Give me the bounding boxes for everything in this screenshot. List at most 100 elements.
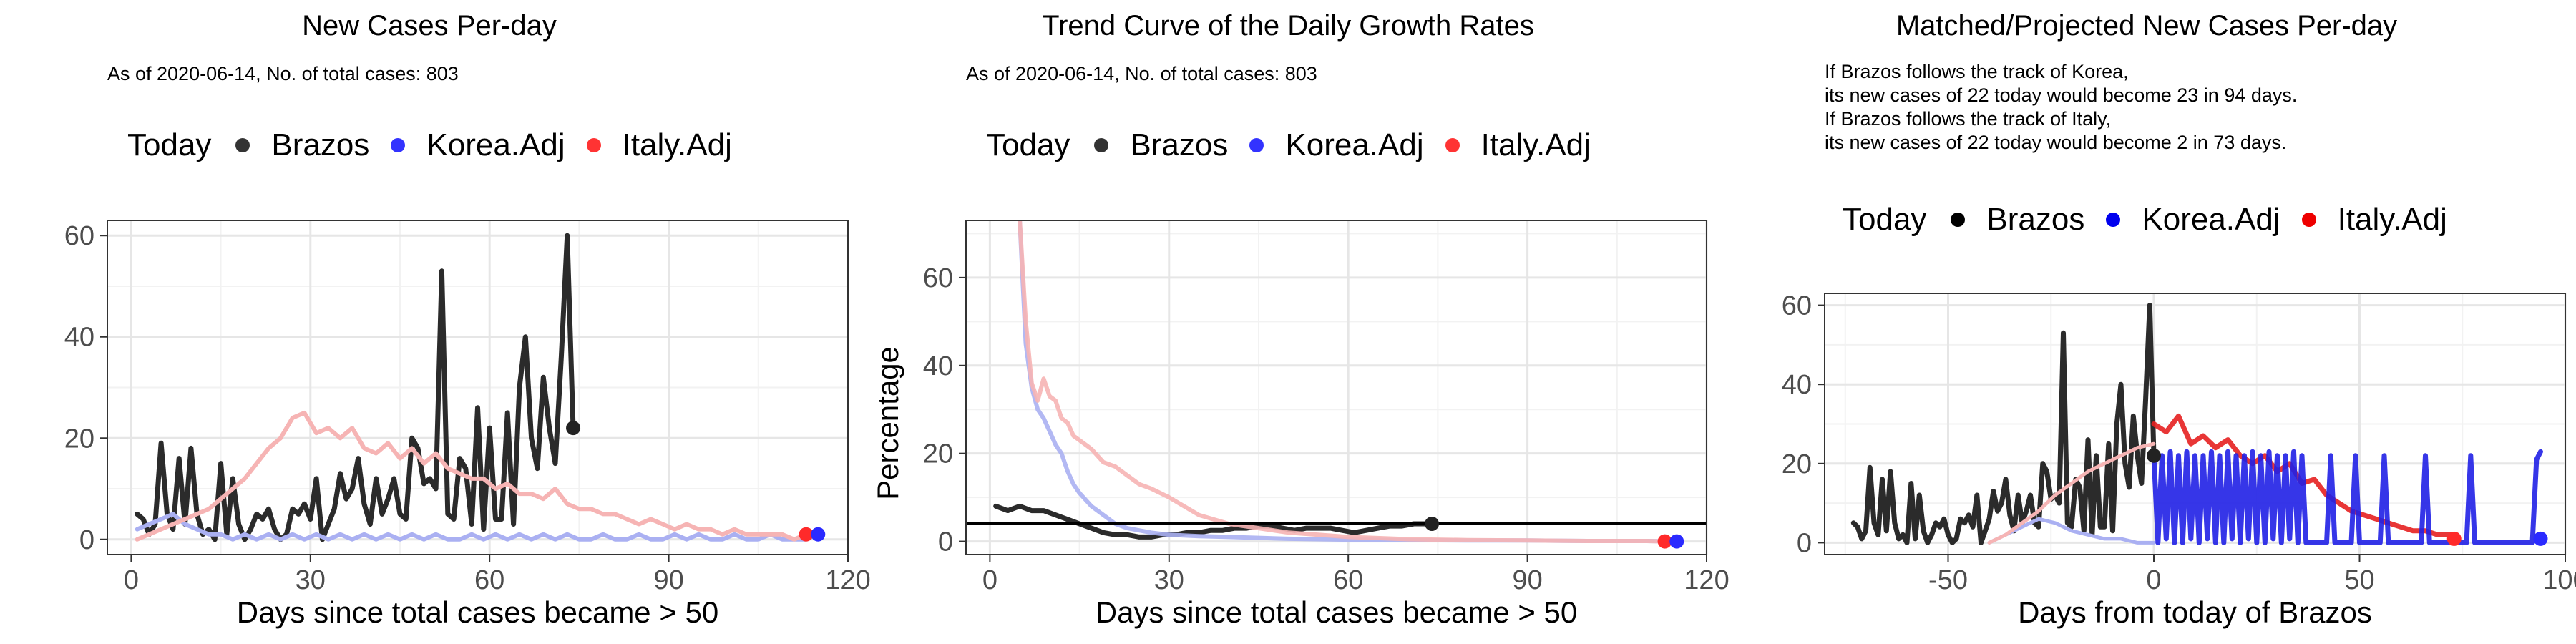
series-line-korea-adj-history (1987, 517, 2156, 545)
plot-area: -50 0 50 100 0 20 40 60 Days from today of Brazo… (1782, 291, 2576, 629)
x-tick-label: 120 (1684, 565, 1729, 595)
plot-border (1824, 293, 2566, 555)
plot-border (965, 220, 1707, 555)
legend-item: Brazos (235, 127, 369, 163)
legend-label: Korea.Adj (2142, 202, 2280, 237)
legend-label: Brazos (1130, 127, 1229, 162)
x-tick-label: 0 (2146, 565, 2161, 595)
projection-notes: If Brazos follows the track of Korea, it… (1825, 60, 2297, 155)
legend-marker-icon (1445, 138, 1460, 152)
series-line-korea-adj (135, 512, 821, 542)
note-line: If Brazos follows the track of Korea, (1825, 61, 2129, 82)
legend-item: Brazos (1094, 127, 1228, 163)
legend-item: Korea.Adj (1249, 127, 1424, 163)
legend-item: Korea.Adj (2106, 202, 2280, 238)
chart-subtitle: As of 2020-06-14, No. of total cases: 80… (966, 63, 1317, 84)
x-tick-label: -50 (1928, 565, 1968, 595)
series-line-brazos (1850, 303, 2157, 545)
legend-marker-icon (1094, 138, 1109, 152)
legend-marker-icon (2301, 213, 2316, 227)
legend-marker-icon (2106, 213, 2121, 227)
chart-subtitle: As of 2020-06-14, No. of total cases: 80… (107, 63, 459, 84)
legend-marker-icon (1951, 213, 1966, 227)
y-tick-label: 20 (1782, 449, 1812, 479)
legend: Today Brazos Korea.Adj Italy.Adj (1843, 202, 2469, 238)
series-line-italy-adj (135, 410, 809, 542)
note-line: If Brazos follows the track of Italy, (1825, 108, 2112, 130)
legend-label: Korea.Adj (1285, 127, 1424, 162)
x-tick-label: 90 (653, 565, 683, 595)
x-tick-label: 120 (825, 565, 870, 595)
y-tick-label: 60 (64, 221, 94, 251)
today-point-italy-adj (2446, 531, 2462, 546)
series-group (966, 220, 1707, 544)
legend-item: Italy.Adj (1445, 127, 1591, 163)
series-line-italy-adj (1018, 220, 1667, 544)
series-line-italy-adj (2151, 413, 2457, 537)
chart-title: Matched/Projected New Cases Per-day (1896, 10, 2398, 42)
x-tick-label: 30 (296, 565, 326, 595)
today-point-italy-adj (1657, 534, 1672, 549)
series-line-italy-adj-history (1987, 441, 2156, 545)
chart-panel-new-cases: New Cases Per-day As of 2020-06-14, No. … (0, 0, 871, 644)
legend-label: Italy.Adj (622, 127, 732, 162)
y-tick-label: 0 (938, 527, 953, 557)
note-line: its new cases of 22 today would become 2… (1825, 84, 2298, 106)
legend-label: Italy.Adj (1480, 127, 1591, 162)
legend-item: Italy.Adj (2301, 202, 2447, 238)
legend-marker-icon (235, 138, 250, 152)
legend-marker-icon (586, 138, 601, 152)
legend-label: Italy.Adj (2337, 202, 2447, 237)
x-tick-label: 60 (474, 565, 504, 595)
x-tick-label: 60 (1333, 565, 1363, 595)
x-tick-label: 100 (2542, 565, 2576, 595)
x-tick-label: 0 (124, 565, 139, 595)
legend-item: Italy.Adj (586, 127, 732, 163)
today-point-korea-adj (811, 527, 826, 542)
legend: Today Brazos Korea.Adj Italy.Adj (986, 127, 1612, 163)
chart-panel-matched-projected: Matched/Projected New Cases Per-day If B… (1717, 0, 2576, 644)
today-point-brazos (2147, 448, 2161, 463)
legend-item: Brazos (1951, 202, 2084, 238)
y-tick-label: 40 (923, 351, 953, 381)
x-axis-label: Days from today of Brazos (2018, 595, 2372, 629)
series-line-korea-adj (2151, 449, 2543, 545)
chart-title: Trend Curve of the Daily Growth Rates (1042, 10, 1534, 42)
x-tick-label: 30 (1154, 565, 1184, 595)
plot-border (107, 220, 849, 555)
legend-title: Today (127, 127, 212, 162)
y-tick-label: 0 (1797, 528, 1812, 558)
today-point-korea-adj (1669, 534, 1684, 549)
plot-background (966, 220, 1707, 555)
series-line-brazos (135, 233, 576, 542)
note-line: its new cases of 22 today would become 2… (1825, 132, 2287, 153)
x-axis-label: Days since total cases became > 50 (237, 595, 719, 629)
today-point-korea-adj (2533, 531, 2548, 546)
legend-title: Today (1843, 202, 1927, 237)
y-axis-label: Percentage (871, 346, 904, 500)
y-tick-label: 60 (923, 263, 953, 293)
legend-label: Brazos (1986, 202, 2085, 237)
chart-title: New Cases Per-day (302, 10, 557, 42)
x-axis-label: Days since total cases became > 50 (1096, 595, 1578, 629)
legend: Today Brazos Korea.Adj Italy.Adj (127, 127, 753, 163)
legend-label: Brazos (271, 127, 370, 162)
legend-item: Korea.Adj (391, 127, 565, 163)
y-tick-label: 60 (1782, 291, 1812, 321)
series-group (135, 233, 821, 542)
x-tick-label: 0 (982, 565, 997, 595)
y-tick-label: 0 (79, 525, 94, 555)
legend-label: Korea.Adj (426, 127, 565, 162)
series-line-brazos (993, 503, 1435, 540)
chart-panel-growth-rates: Trend Curve of the Daily Growth Rates As… (859, 0, 1729, 644)
y-tick-label: 40 (1782, 370, 1812, 400)
y-tick-label: 20 (64, 424, 94, 454)
legend-title: Today (986, 127, 1070, 162)
today-point-brazos (566, 421, 581, 436)
legend-marker-icon (1249, 138, 1264, 152)
today-point-italy-adj (799, 527, 814, 542)
x-tick-label: 50 (2344, 565, 2374, 595)
y-tick-label: 20 (923, 439, 953, 469)
